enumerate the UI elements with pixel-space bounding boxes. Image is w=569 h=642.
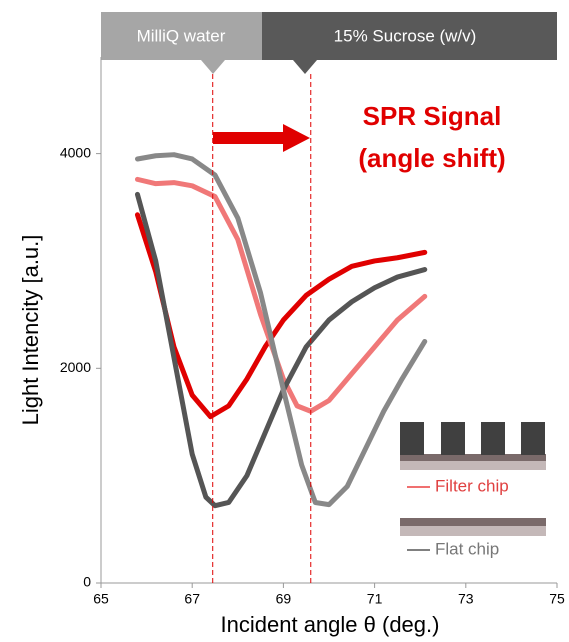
header-label: MilliQ water <box>137 26 226 45</box>
chip-pillar <box>481 422 505 455</box>
chip-layer <box>400 518 546 526</box>
series-line <box>134 191 428 509</box>
pointer <box>201 60 225 74</box>
y-axis-label: Light Intencity [a.u.] <box>18 235 43 426</box>
series-line <box>134 152 428 508</box>
pointer <box>293 60 317 74</box>
chip-layer <box>400 454 546 461</box>
chip-pillar <box>400 422 424 455</box>
header-sucrose <box>262 12 557 60</box>
x-tick-label: 69 <box>276 591 292 607</box>
y-tick-label: 0 <box>83 574 91 590</box>
y-tick-label: 2000 <box>60 359 91 375</box>
x-tick-label: 67 <box>184 591 200 607</box>
chip-layer <box>400 526 546 536</box>
x-tick-label: 75 <box>549 591 565 607</box>
legend-label: Filter chip <box>435 476 509 495</box>
series-line <box>134 212 428 420</box>
shift-arrow-head <box>283 124 310 152</box>
shift-arrow <box>213 132 285 144</box>
header-label: 15% Sucrose (w/v) <box>334 26 477 45</box>
chip-layer <box>400 461 546 470</box>
header-water <box>101 12 262 60</box>
x-tick-label: 71 <box>367 591 383 607</box>
x-axis-label: Incident angle θ (deg.) <box>221 612 440 637</box>
annotation: SPR Signal <box>363 101 502 131</box>
x-tick-label: 73 <box>458 591 474 607</box>
chip-pillar <box>441 422 465 455</box>
chip-pillar <box>521 422 545 455</box>
y-tick-label: 4000 <box>60 144 91 160</box>
legend-label: Flat chip <box>435 539 499 558</box>
annotation: (angle shift) <box>358 143 505 173</box>
x-tick-label: 65 <box>93 591 109 607</box>
